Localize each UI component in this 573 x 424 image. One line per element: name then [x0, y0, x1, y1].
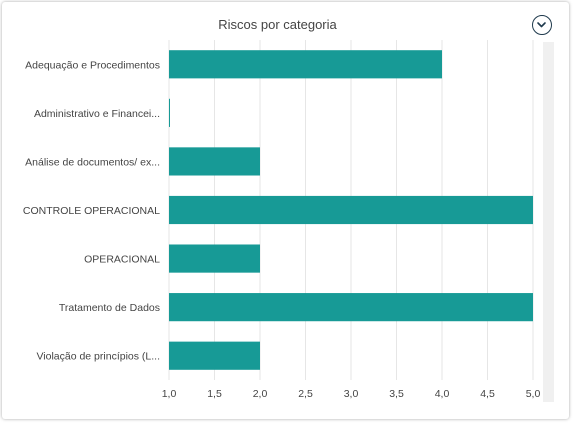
- bar-chart: 1,0 1,5 2,0 2,5 3,0 3,5 4,0 4,5 5,0 Adequação e P…: [23, 40, 541, 400]
- bar: [169, 293, 533, 322]
- category-label: Adequação e Procedimentos: [25, 59, 160, 71]
- category-label: Violação de princípios (L...: [36, 351, 160, 363]
- chart-title: Riscos por categoria: [218, 17, 337, 32]
- x-tick-label: 3,5: [389, 388, 404, 400]
- x-tick-label: 5,0: [526, 388, 541, 400]
- bar: [169, 195, 533, 225]
- category-label: OPERACIONAL: [84, 254, 160, 266]
- bar: [169, 98, 170, 127]
- chevron-down-icon: [537, 22, 546, 28]
- category-label: CONTROLE OPERACIONAL: [23, 205, 160, 217]
- x-tick-label: 2,5: [298, 388, 313, 400]
- chart-card: Riscos por categoria 1,0 1,5 2,0 2,5 3,0 3,5 4…: [2, 2, 569, 419]
- bar: [169, 341, 260, 370]
- category-label: Análise de documentos/ ex...: [25, 156, 160, 168]
- bar: [169, 244, 260, 273]
- x-tick-label: 3,0: [344, 388, 359, 400]
- category-label: Tratamento de Dados: [59, 302, 160, 314]
- category-label: Administrativo e Financei...: [34, 108, 160, 120]
- bar: [169, 50, 442, 79]
- x-tick-label: 4,5: [480, 388, 495, 400]
- x-tick-label: 1,5: [207, 388, 222, 400]
- chart-menu-button[interactable]: [532, 15, 552, 35]
- x-tick-label: 4,0: [435, 388, 450, 400]
- bar: [169, 147, 260, 176]
- scrollbar-track[interactable]: [543, 42, 554, 402]
- x-tick-label: 1,0: [162, 388, 177, 400]
- x-tick-label: 2,0: [253, 388, 268, 400]
